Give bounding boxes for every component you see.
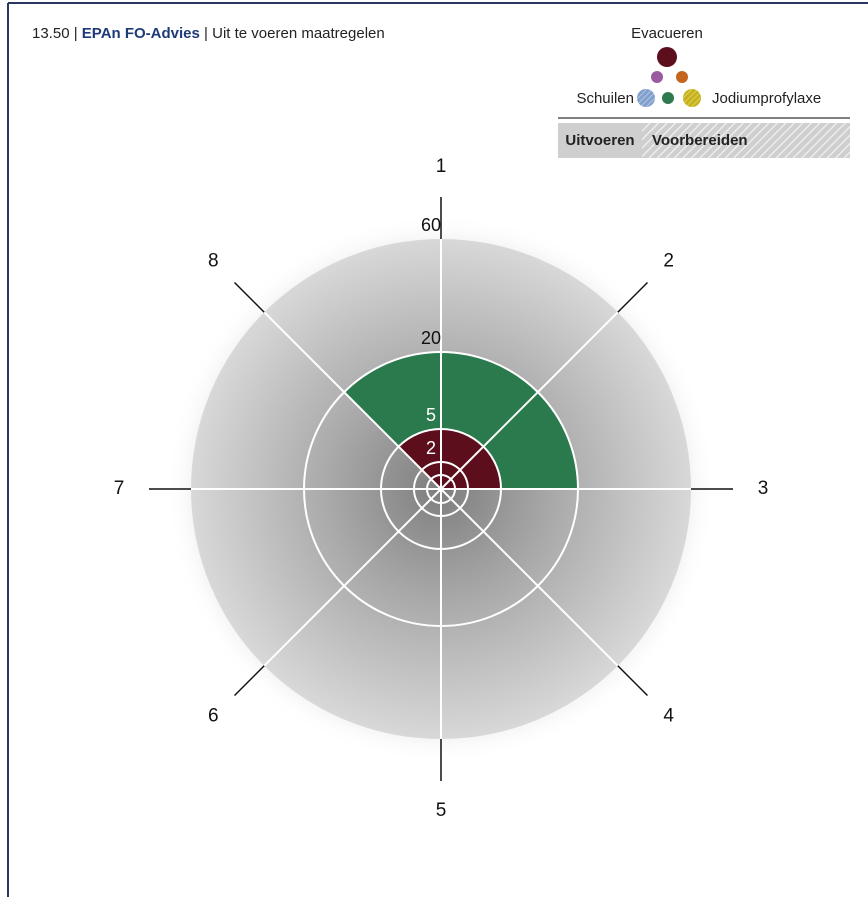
execute-swatch: [558, 123, 642, 158]
title: Uit te voeren maatregelen: [212, 25, 385, 42]
spoke: [263, 311, 442, 490]
direction-label: 6: [208, 706, 219, 727]
source: EPAn FO-Advies: [82, 25, 200, 42]
time: 13.50: [32, 25, 70, 42]
spoke-outer: [617, 665, 649, 697]
ring-label: 60: [421, 215, 441, 235]
spoke-outer: [233, 665, 265, 697]
shelter-iodine-zone: [344, 352, 578, 489]
legend-execute: Uitvoeren: [565, 132, 634, 149]
direction-label: 3: [758, 478, 769, 499]
evacuate-icon-small: [676, 71, 688, 83]
evacuate-icon-small: [651, 71, 663, 83]
legend: Evacueren Schuilen Jodiumprofylaxe Uitvo…: [558, 25, 850, 158]
legend-prepare: Voorbereiden: [652, 132, 748, 149]
direction-label: 1: [436, 156, 447, 177]
direction-label: 8: [208, 250, 219, 271]
legend-shelter: Schuilen: [576, 90, 634, 107]
legend-evacuate: Evacueren: [631, 25, 703, 42]
sector-diagram: 1 2 3 4 5 6 7 8 2 5 20 60: [114, 156, 769, 821]
ring-label: 20: [421, 328, 441, 348]
spoke-outer: [617, 281, 649, 313]
spoke: [263, 488, 442, 667]
direction-label: 5: [436, 800, 447, 821]
direction-label: 7: [114, 478, 125, 499]
header: 13.50 | EPAn FO-Advies | Uit te voeren m…: [32, 25, 385, 42]
separator: |: [204, 25, 208, 42]
combined-icon: [662, 92, 674, 104]
evacuation-zone: [398, 429, 501, 489]
shelter-icon: [637, 89, 655, 107]
ring-label: 5: [426, 405, 436, 425]
iodine-icon: [683, 89, 701, 107]
spoke: [440, 311, 619, 490]
separator: |: [74, 25, 78, 42]
ring-label: 2: [426, 438, 436, 458]
legend-iodine: Jodiumprofylaxe: [712, 90, 821, 107]
prepare-swatch: [642, 123, 850, 158]
direction-label: 4: [663, 706, 674, 727]
direction-label: 2: [663, 250, 674, 271]
spoke: [440, 488, 619, 667]
spoke-outer: [233, 281, 265, 313]
evacuate-icon: [657, 47, 677, 67]
